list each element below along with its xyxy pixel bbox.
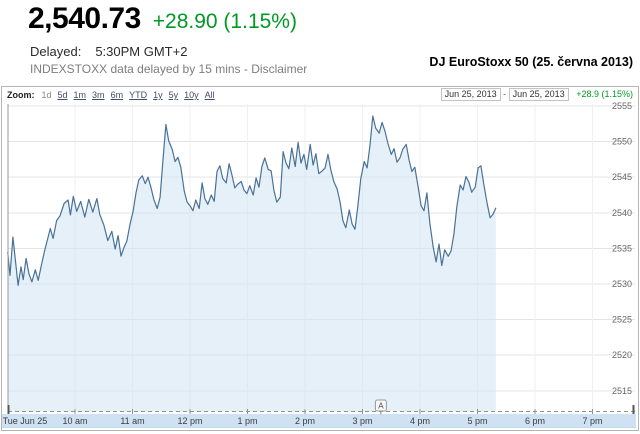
y-axis-label: 2550 [612,137,632,147]
price-line [7,115,497,286]
zoom-label: Zoom: [7,90,35,100]
zoom-range-1m[interactable]: 1m [73,90,87,100]
x-axis-label: 2 pm [295,416,315,426]
x-axis-label: 6 pm [525,416,545,426]
price-change: +28.90 (1.15%) [152,10,297,33]
zoom-range-6m[interactable]: 6m [110,90,124,100]
note-separator: - [240,62,252,76]
x-axis-label: 7 pm [582,416,602,426]
x-axis-label: 10 am [62,416,87,426]
x-axis-label: Tue Jun 25 [3,416,48,426]
y-axis-label: 2530 [612,279,632,289]
marker-a-box[interactable] [374,399,387,412]
y-axis-label: 2520 [612,350,632,360]
x-axis-label: 3 pm [352,416,372,426]
date-range-controls: Jun 25, 2013 - Jun 25, 2013 +28.9 (1.15%… [440,88,633,101]
delayed-time: 5:30PM GMT+2 [95,44,188,59]
range-change: +28.9 (1.15%) [576,89,633,99]
price-chart: 2555 2550 2545 2540 2535 2530 2525 2520 2515 Tue … [2,101,636,428]
chart-module: 2555 2550 2545 2540 2535 2530 2525 2520 2515 Tue … [1,86,639,431]
chart-toolbar: Zoom: 1d 5d 1m 3m 6m YTD 1y 5y 10y All Jun 25, 201… [2,87,638,103]
data-note: INDEXSTOXX data delayed by 15 mins [30,62,241,76]
y-axis-label: 2540 [612,208,632,218]
zoom-range-3m[interactable]: 3m [92,90,105,100]
zoom-range-all[interactable]: All [204,90,215,100]
delayed-label: Delayed: [30,44,82,59]
x-axis-label: 1 pm [237,416,257,426]
y-axis-label: 2535 [612,243,632,253]
zoom-range-1y[interactable]: 1y [153,90,163,100]
date-separator: - [503,89,507,99]
zoom-ranges: 1d 5d 1m 3m 6m YTD 1y 5y 10y All [39,90,218,100]
zoom-controls: Zoom: 1d 5d 1m 3m 6m YTD 1y 5y 10y All [7,90,218,100]
date-to-box[interactable]: Jun 25, 2013 [508,88,569,101]
y-axis-label: 2525 [612,315,632,325]
y-axis-label: 2545 [612,172,632,182]
y-axis-label: 2555 [612,101,632,111]
zoom-range-ytd[interactable]: YTD [129,90,148,100]
zoom-range-5y[interactable]: 5y [168,90,179,100]
zoom-range-10y[interactable]: 10y [184,90,199,100]
zoom-range-1d[interactable]: 1d [41,90,52,100]
x-axis-label: 12 pm [177,416,202,426]
time-axis-band[interactable] [2,414,636,428]
last-price: 2,540.73 [28,2,141,35]
date-from-box[interactable]: Jun 25, 2013 [440,88,501,101]
data-note-row: INDEXSTOXX data delayed by 15 mins - Dis… [30,62,307,76]
x-axis-label: 11 am [120,416,144,426]
zoom-range-5d[interactable]: 5d [57,90,68,100]
marker-a-label: A [378,402,384,411]
x-axis-label: 5 pm [467,416,487,426]
quote-header: 2,540.73 +28.90 (1.15%) [28,2,297,36]
delayed-row: Delayed: 5:30PM GMT+2 [30,44,187,59]
disclaimer-link[interactable]: Disclaimer [251,62,308,76]
y-axis-label: 2515 [612,386,632,396]
instrument-title: DJ EuroStoxx 50 (25. června 2013) [429,55,633,69]
x-axis-label: 4 pm [410,416,430,426]
area-series [7,116,496,412]
